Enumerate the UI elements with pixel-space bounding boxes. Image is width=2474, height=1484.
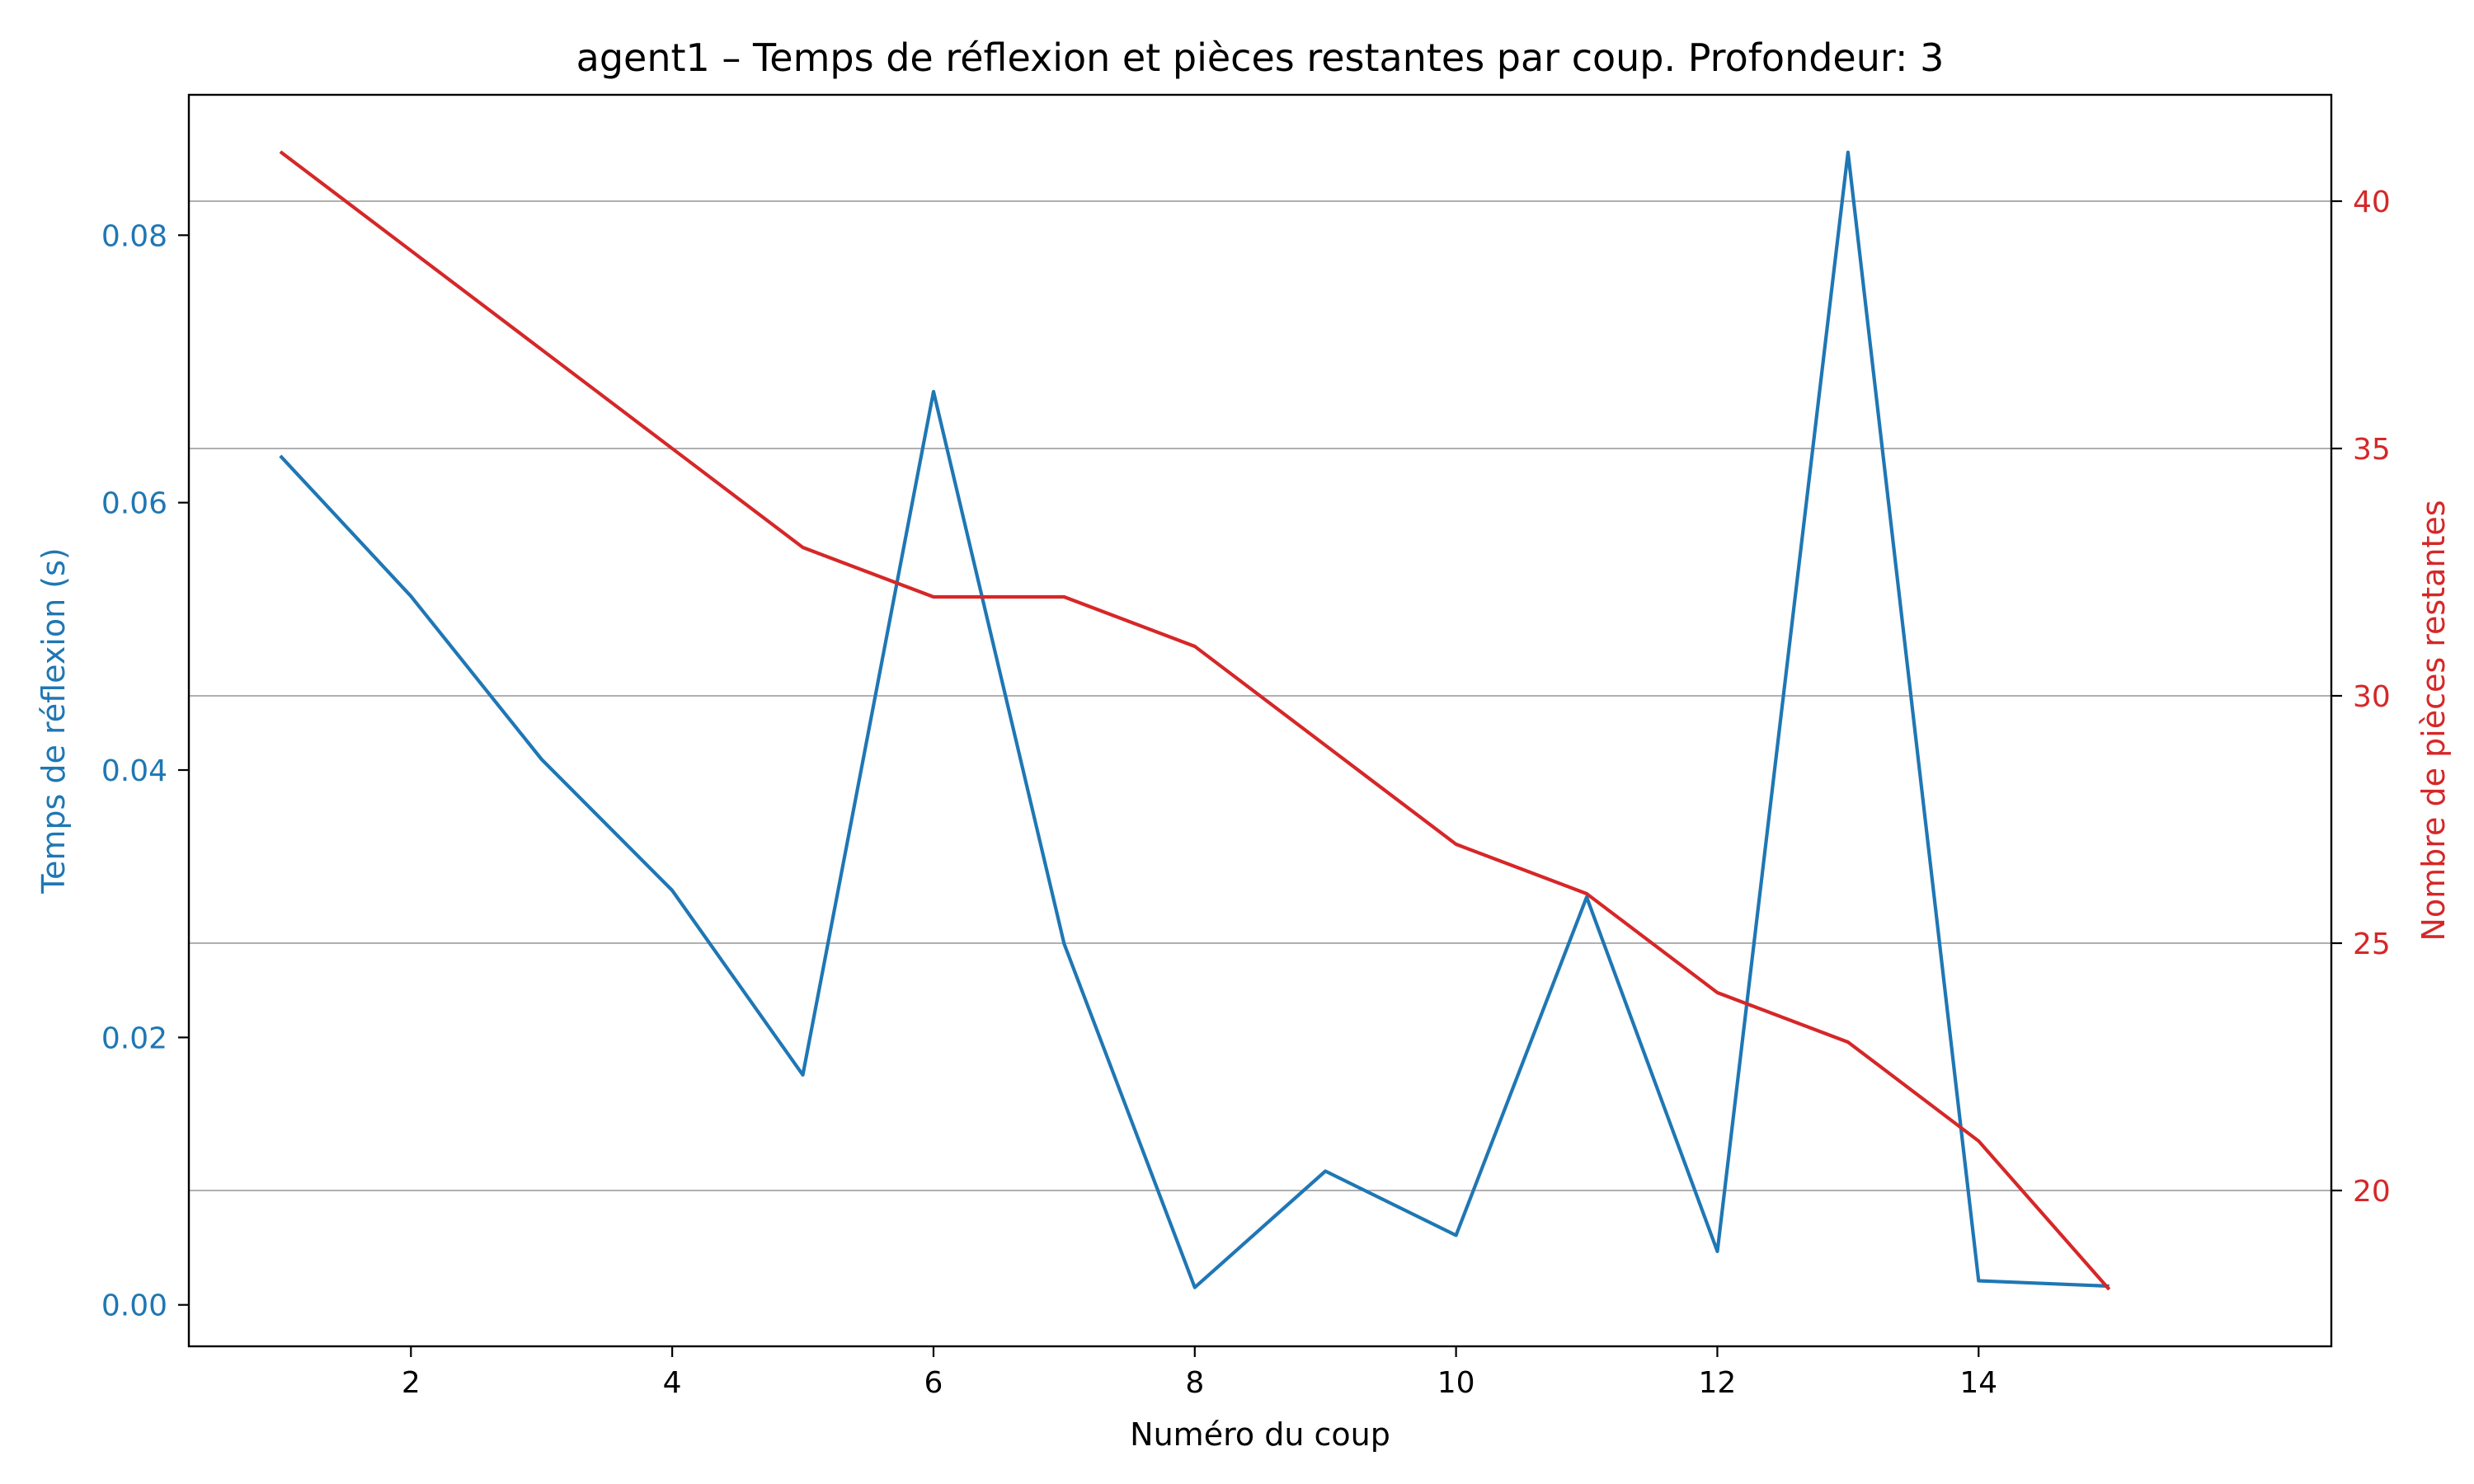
y-right-tick-label: 25 xyxy=(2353,928,2391,961)
x-axis-label: Numéro du coup xyxy=(1130,1416,1390,1453)
plot-frame xyxy=(187,93,2333,1348)
y-left-tick-label: 0.00 xyxy=(101,1289,167,1323)
x-tick-label: 4 xyxy=(663,1366,682,1400)
x-tick-label: 8 xyxy=(1185,1366,1204,1400)
axis-ticks: 2 4 6 8 10 12 14 0.00 0.02 0.04 0.06 0.08 20 25 30 35 40 xyxy=(101,186,2391,1400)
x-tick-label: 10 xyxy=(1437,1366,1475,1400)
y-right-tick-label: 35 xyxy=(2353,433,2391,467)
y-right-tick-label: 20 xyxy=(2353,1175,2391,1209)
chart-title: agent1 – Temps de réflexion et pièces re… xyxy=(576,35,1945,80)
y-left-tick-label: 0.06 xyxy=(101,487,167,521)
y-left-tick-label: 0.02 xyxy=(101,1021,167,1055)
x-tick-label: 14 xyxy=(1959,1366,1997,1400)
plot-series xyxy=(279,150,2111,1291)
series-line-pieces-remaining xyxy=(279,150,2111,1291)
series-line-thinking-time xyxy=(279,150,2109,1289)
y-axis-right-label: Nombre de pièces restantes xyxy=(2415,500,2452,941)
x-tick-label: 12 xyxy=(1699,1366,1737,1400)
y-right-tick-label: 40 xyxy=(2353,186,2391,219)
y-axis-left-label: Temps de réflexion (s) xyxy=(35,547,72,894)
y-right-tick-label: 30 xyxy=(2353,680,2391,714)
y-left-tick-label: 0.04 xyxy=(101,754,167,788)
x-tick-label: 6 xyxy=(924,1366,943,1400)
y-left-tick-label: 0.08 xyxy=(101,219,167,253)
x-tick-label: 2 xyxy=(402,1366,421,1400)
